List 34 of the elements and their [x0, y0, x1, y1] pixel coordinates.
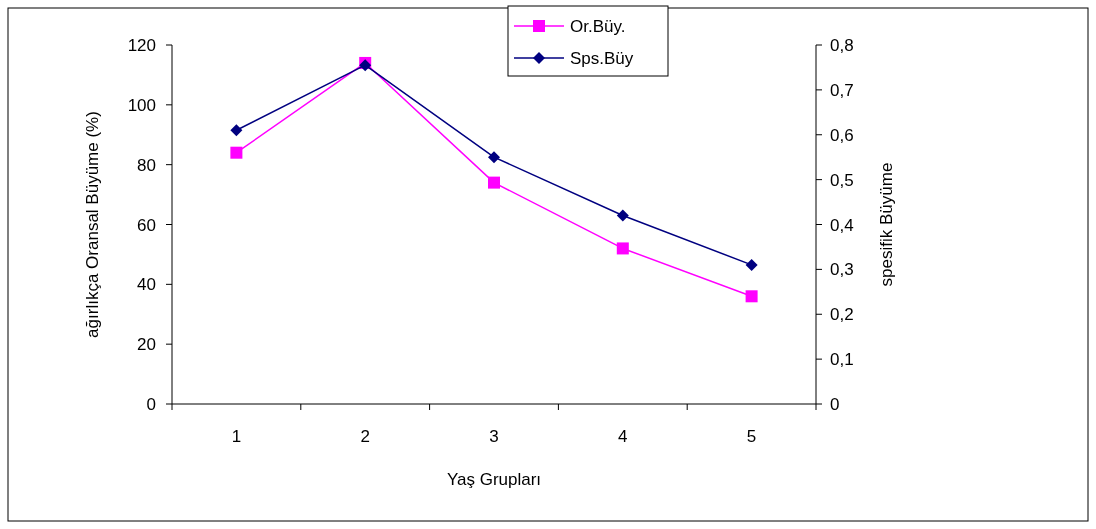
x-axis-title: Yaş Grupları — [446, 470, 542, 489]
y-tick-label: 40 — [137, 275, 156, 295]
x-tick-label: 1 — [231, 427, 242, 446]
legend-label: Sps.Büy — [570, 49, 634, 68]
y-tick-label: 120 — [127, 36, 156, 55]
point — [745, 290, 758, 303]
point — [616, 242, 629, 255]
y-tick-label: 20 — [137, 335, 156, 355]
point — [488, 151, 500, 164]
legend-label: Or.Büy. — [570, 17, 626, 36]
y-tick-label: 0 — [146, 395, 156, 414]
y2-tick-label: 0,1 — [830, 350, 854, 370]
y2-tick-label: 0,2 — [830, 305, 854, 325]
y-tick-label: 80 — [137, 155, 156, 175]
y2-tick-label: 0,5 — [830, 170, 854, 190]
x-tick-label: 4 — [618, 427, 628, 446]
point — [616, 209, 629, 222]
x-tick-label: 2 — [360, 427, 370, 446]
y2-tick-label: 0,3 — [830, 260, 854, 280]
y2-tick-label: 0 — [830, 395, 840, 414]
y-tick-label: 60 — [137, 215, 156, 235]
point — [230, 124, 243, 137]
x-tick-label: 5 — [746, 427, 757, 446]
point — [745, 258, 758, 271]
point — [230, 146, 243, 159]
point — [488, 176, 500, 189]
y2-tick-label: 0,7 — [830, 80, 854, 100]
y2-tick-label: 0,8 — [830, 36, 854, 55]
y-axis-title: ağırlıkça Oransal Büyüme (%) — [83, 111, 102, 338]
y2-tick-label: 0,4 — [830, 215, 854, 235]
y2-tick-label: 0,6 — [830, 125, 854, 145]
y-tick-label: 100 — [127, 95, 156, 115]
y2-axis-title: spesifik Büyüme — [877, 162, 896, 287]
x-tick-label: 3 — [489, 427, 499, 446]
